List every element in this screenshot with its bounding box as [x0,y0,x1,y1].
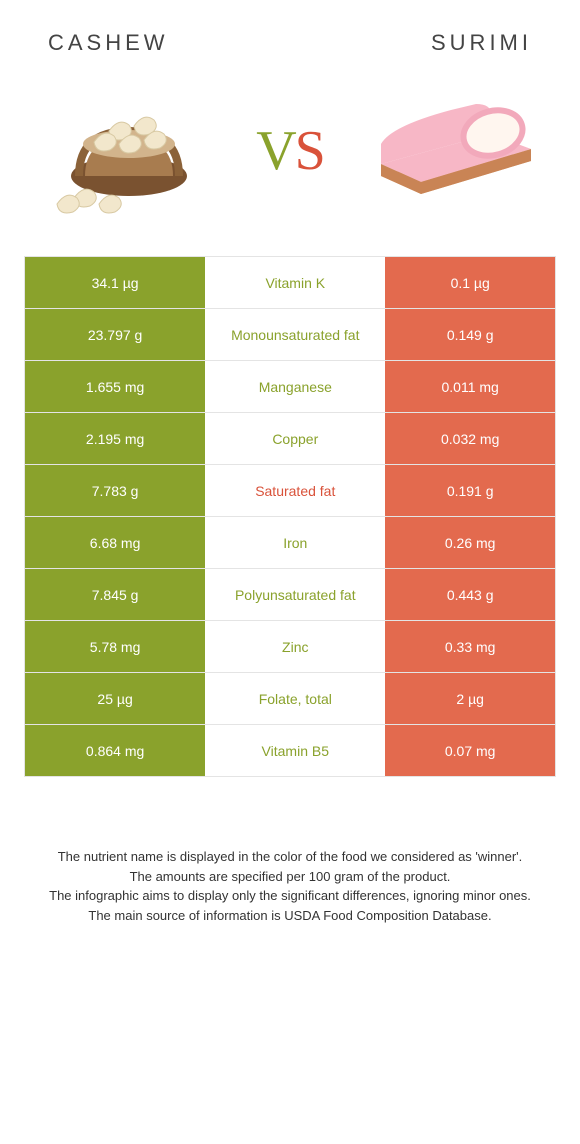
value-right: 0.011 mg [385,361,555,412]
surimi-image [356,76,546,226]
nutrient-label: Polyunsaturated fat [205,569,385,620]
value-left: 0.864 mg [25,725,205,776]
footer-line-4: The main source of information is USDA F… [42,906,538,926]
table-row: 7.845 gPolyunsaturated fat0.443 g [25,569,555,621]
table-row: 0.864 mgVitamin B50.07 mg [25,725,555,777]
value-left: 25 µg [25,673,205,724]
nutrient-label: Iron [205,517,385,568]
table-row: 6.68 mgIron0.26 mg [25,517,555,569]
value-left: 7.845 g [25,569,205,620]
cashew-icon [39,76,219,226]
nutrient-label: Copper [205,413,385,464]
images-row: VS [24,76,556,226]
value-left: 6.68 mg [25,517,205,568]
title-left: Cashew [48,30,169,56]
nutrient-label: Folate, total [205,673,385,724]
footer-line-3: The infographic aims to display only the… [42,886,538,906]
footer-line-2: The amounts are specified per 100 gram o… [42,867,538,887]
title-right: Surimi [431,30,532,56]
value-right: 0.032 mg [385,413,555,464]
header-row: Cashew Surimi [24,30,556,66]
value-left: 1.655 mg [25,361,205,412]
table-row: 23.797 gMonounsaturated fat0.149 g [25,309,555,361]
nutrient-label: Vitamin K [205,257,385,308]
vs-label: VS [256,119,324,183]
value-left: 23.797 g [25,309,205,360]
table-row: 2.195 mgCopper0.032 mg [25,413,555,465]
value-right: 0.149 g [385,309,555,360]
value-right: 0.07 mg [385,725,555,776]
nutrient-label: Monounsaturated fat [205,309,385,360]
value-right: 2 µg [385,673,555,724]
footer-line-1: The nutrient name is displayed in the co… [42,847,538,867]
comparison-table: 34.1 µgVitamin K0.1 µg23.797 gMonounsatu… [24,256,556,777]
nutrient-label: Saturated fat [205,465,385,516]
nutrient-label: Manganese [205,361,385,412]
surimi-icon [361,86,541,216]
table-row: 5.78 mgZinc0.33 mg [25,621,555,673]
value-right: 0.26 mg [385,517,555,568]
table-row: 34.1 µgVitamin K0.1 µg [25,257,555,309]
value-right: 0.443 g [385,569,555,620]
vs-v: V [256,120,294,182]
value-left: 34.1 µg [25,257,205,308]
nutrient-label: Zinc [205,621,385,672]
nutrient-label: Vitamin B5 [205,725,385,776]
value-left: 5.78 mg [25,621,205,672]
table-row: 25 µgFolate, total2 µg [25,673,555,725]
value-left: 7.783 g [25,465,205,516]
value-right: 0.191 g [385,465,555,516]
table-row: 7.783 gSaturated fat0.191 g [25,465,555,517]
value-right: 0.33 mg [385,621,555,672]
footer-notes: The nutrient name is displayed in the co… [24,847,556,925]
value-right: 0.1 µg [385,257,555,308]
cashew-image [34,76,224,226]
vs-s: S [295,120,324,182]
value-left: 2.195 mg [25,413,205,464]
table-row: 1.655 mgManganese0.011 mg [25,361,555,413]
infographic-container: Cashew Surimi [0,0,580,945]
